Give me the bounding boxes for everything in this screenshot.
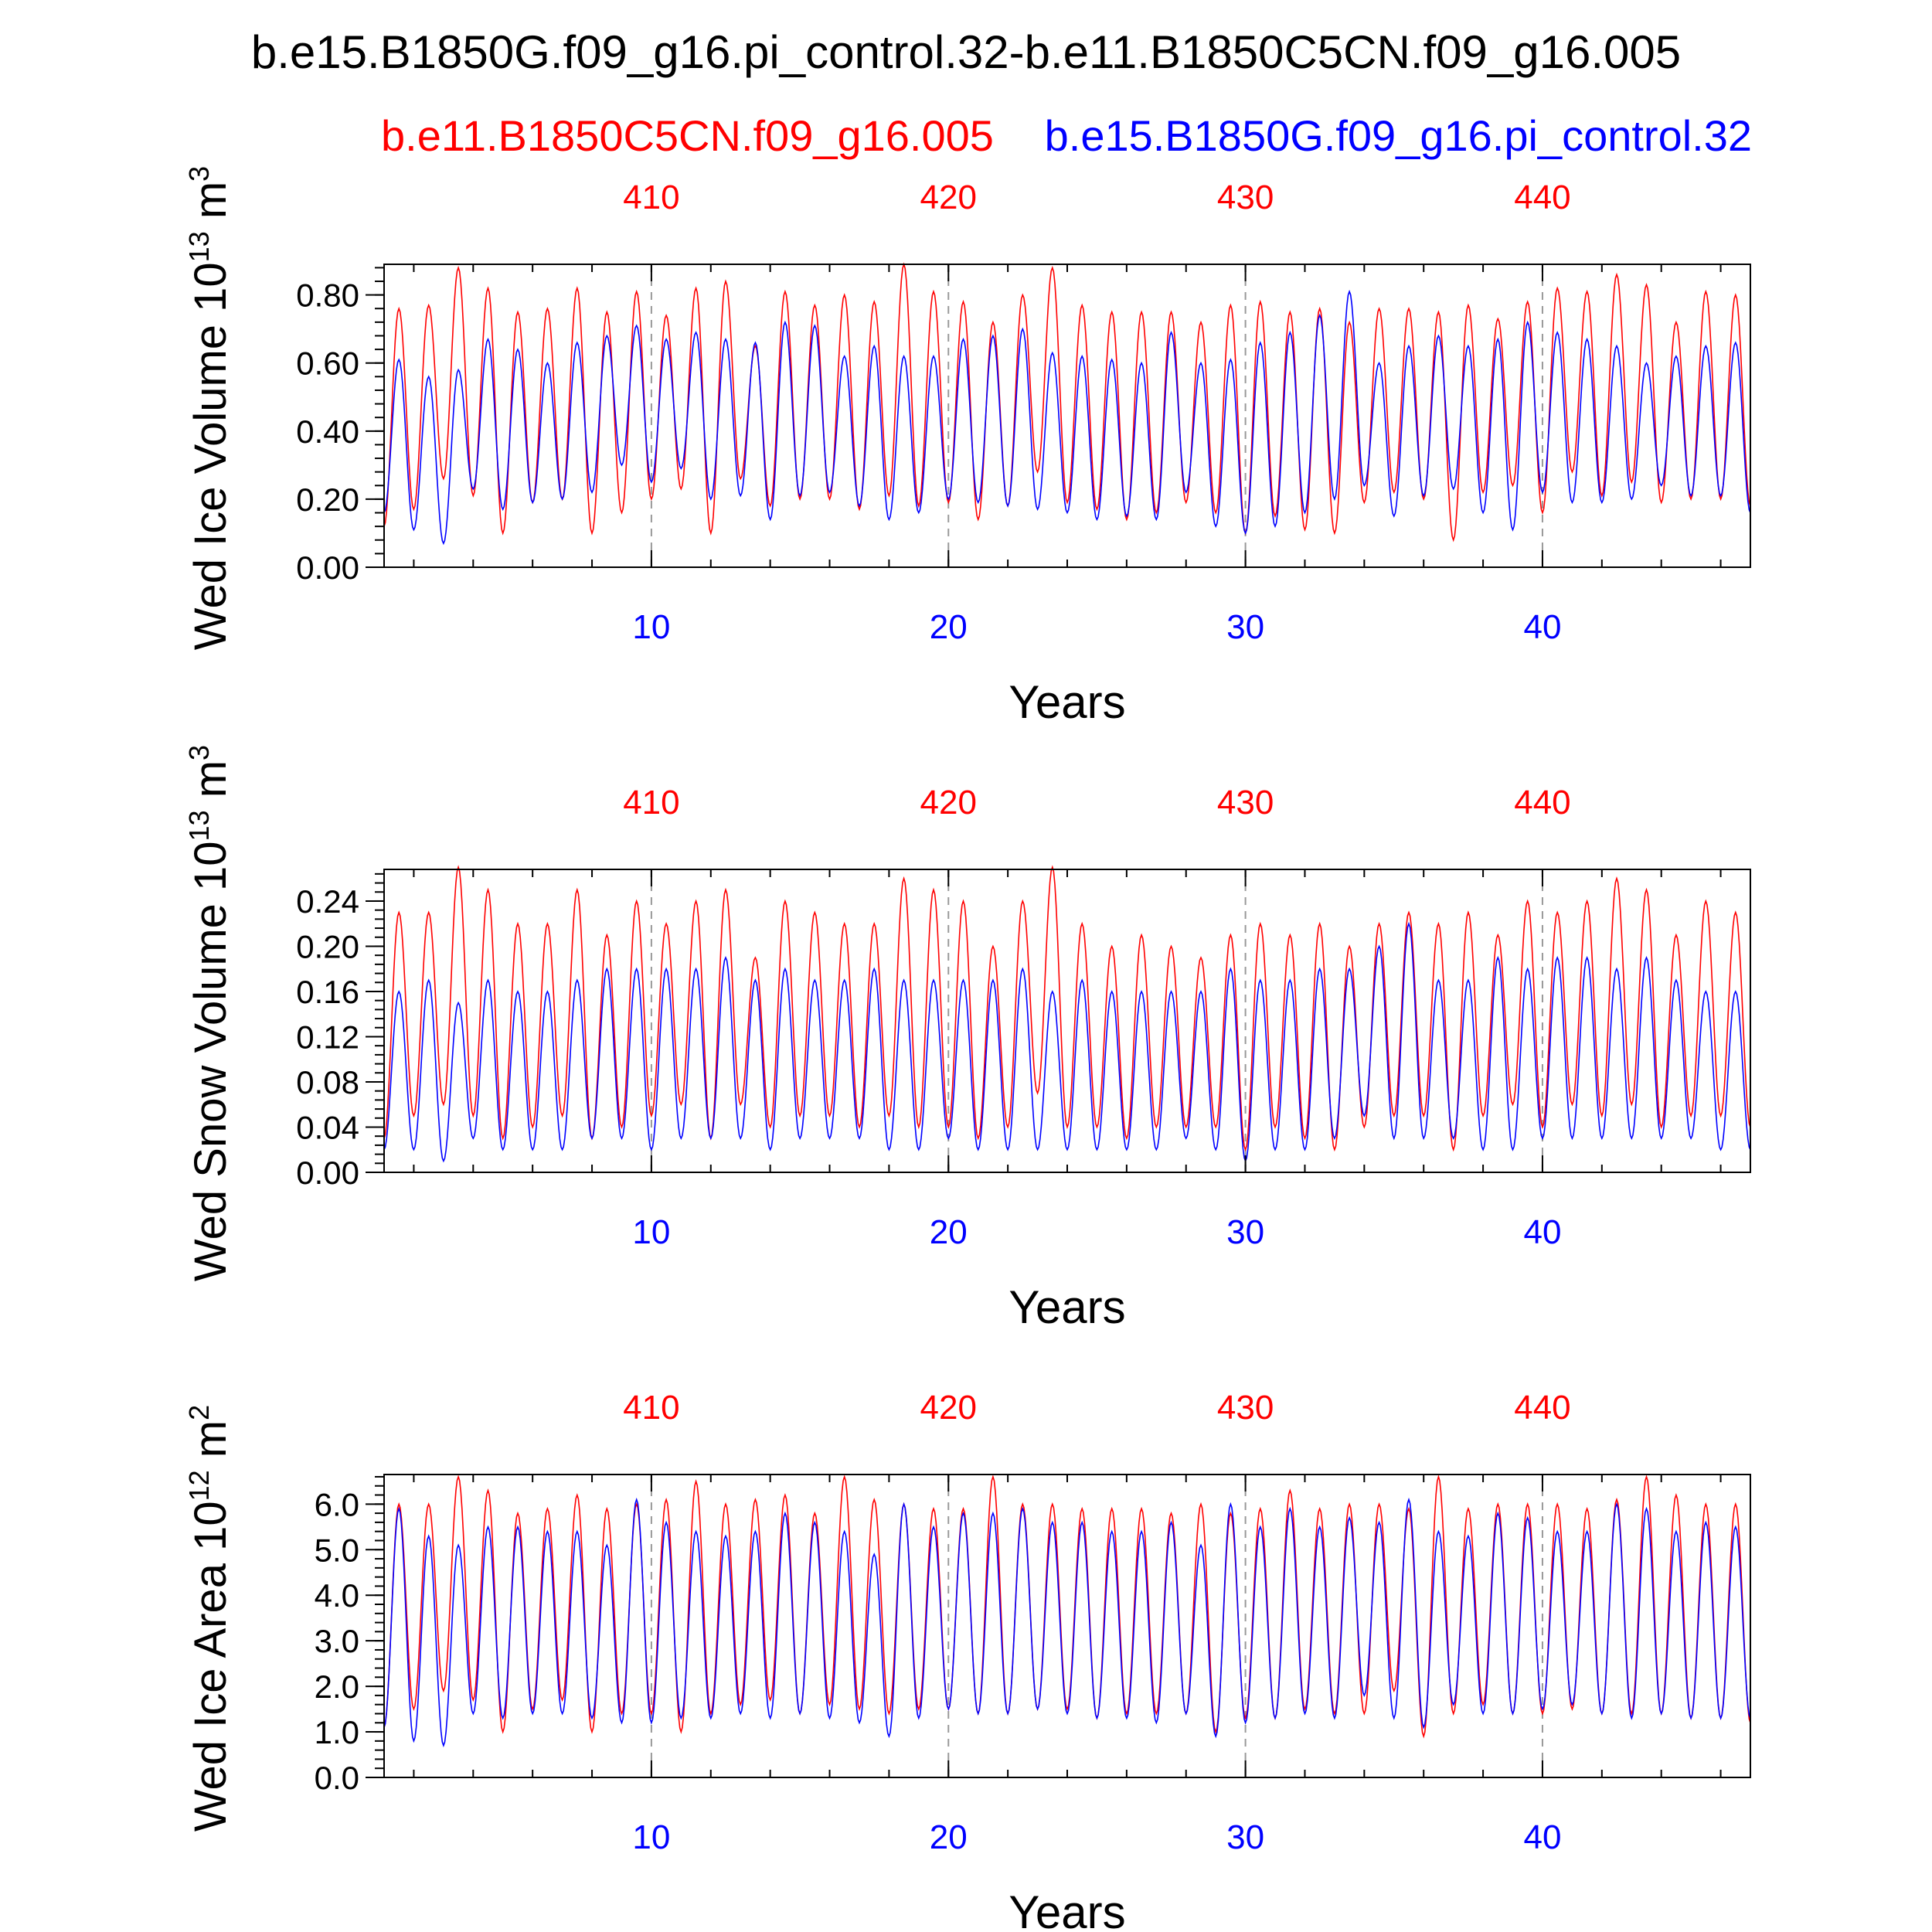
legend-red-label: b.e11.B1850C5CN.f09_g16.005 (381, 111, 994, 160)
x-tick-label-bottom: 10 (632, 1818, 670, 1856)
y-axis-label-exponent: 13 (183, 231, 215, 262)
y-axis-label-text: Wed Snow Volume 10 (185, 841, 236, 1281)
x-tick-label-bottom: 30 (1226, 1213, 1264, 1251)
x-tick-label-bottom: 20 (930, 1818, 968, 1856)
x-tick-label-top: 430 (1217, 1389, 1274, 1427)
x-tick-label-top: 410 (623, 179, 679, 216)
x-tick-label-bottom: 40 (1523, 608, 1561, 646)
x-tick-label-top: 440 (1514, 784, 1570, 821)
panel-ice-volume: 10 20 30 40 410 420 430 440 Years 0.00 0.20 0.40 0.6… (183, 166, 1751, 728)
x-tick-label-bottom: 40 (1523, 1818, 1561, 1856)
figure-title: b.e15.B1850G.f09_g16.pi_control.32-b.e11… (251, 26, 1681, 78)
y-axis-label: Wed Ice Area 1012 m2 (183, 1405, 236, 1832)
y-axis-label-unit: m (185, 760, 236, 810)
y-axis-label-exponent: 13 (183, 810, 215, 841)
x-tick-label-top: 430 (1217, 179, 1274, 216)
x-tick-label-top: 440 (1514, 1389, 1570, 1427)
series-line-blue (383, 921, 1751, 1163)
panels: 10 20 30 40 410 420 430 440 Years 0.00 0.20 0.40 0.6… (183, 166, 1751, 1932)
x-tick-label-top: 430 (1217, 784, 1274, 821)
y-tick-label: 3.0 (315, 1623, 359, 1659)
y-tick-label: 4.0 (315, 1577, 359, 1614)
x-tick-label-bottom: 10 (632, 1213, 670, 1251)
y-tick-label: 2.0 (315, 1668, 359, 1705)
series-line-blue (383, 289, 1751, 546)
y-axis-label-text: Wed Ice Volume 10 (185, 262, 236, 650)
x-axis-label: Years (1009, 676, 1125, 728)
y-tick-label: 0.80 (296, 277, 359, 314)
y-tick-label: 5.0 (315, 1532, 359, 1568)
y-axis-label-unit-exponent: 3 (183, 745, 215, 760)
y-tick-label: 0.16 (296, 974, 359, 1010)
x-tick-label-bottom: 20 (930, 608, 968, 646)
y-tick-label: 0.60 (296, 345, 359, 382)
panel-snow-volume: 10 20 30 40 410 420 430 440 Years 0.00 0.04 0.08 0.1… (183, 745, 1751, 1333)
y-tick-label: 6.0 (315, 1486, 359, 1522)
x-tick-label-top: 420 (920, 179, 977, 216)
y-axis-label: Wed Ice Volume 1013 m3 (183, 166, 236, 650)
y-axis-label-exponent: 12 (183, 1470, 215, 1501)
x-tick-label-top: 440 (1514, 179, 1570, 216)
x-tick-label-bottom: 10 (632, 608, 670, 646)
x-tick-label-bottom: 30 (1226, 1818, 1264, 1856)
y-tick-label: 0.00 (296, 549, 359, 586)
x-tick-label-top: 420 (920, 1389, 977, 1427)
y-axis-label-unit-exponent: 2 (183, 1405, 215, 1420)
series-line-red (383, 1475, 1751, 1739)
y-axis-label-unit: m (185, 1420, 236, 1470)
y-tick-label: 1.0 (315, 1714, 359, 1750)
y-tick-label: 0.0 (315, 1760, 359, 1796)
x-tick-label-bottom: 40 (1523, 1213, 1561, 1251)
x-tick-label-top: 410 (623, 784, 679, 821)
series-line-red (383, 865, 1751, 1152)
y-tick-label: 0.20 (296, 928, 359, 964)
y-tick-label: 0.40 (296, 413, 359, 450)
y-axis-label: Wed Snow Volume 1013 m3 (183, 745, 236, 1281)
legend-blue-label: b.e15.B1850G.f09_g16.pi_control.32 (1045, 111, 1752, 160)
y-tick-label: 0.04 (296, 1109, 359, 1145)
y-axis-label-unit-exponent: 3 (183, 166, 215, 182)
x-tick-label-top: 410 (623, 1389, 679, 1427)
x-tick-label-top: 420 (920, 784, 977, 821)
y-axis-label-text: Wed Ice Area 10 (185, 1501, 236, 1832)
y-tick-label: 0.08 (296, 1064, 359, 1100)
x-tick-label-bottom: 30 (1226, 608, 1264, 646)
x-tick-label-bottom: 20 (930, 1213, 968, 1251)
series-line-blue (383, 1497, 1751, 1748)
x-axis-label: Years (1009, 1281, 1125, 1333)
y-tick-label: 0.00 (296, 1155, 359, 1191)
y-axis-label-unit: m (185, 182, 236, 231)
y-tick-label: 0.24 (296, 883, 359, 920)
y-tick-label: 0.20 (296, 481, 359, 518)
x-axis-label: Years (1009, 1886, 1125, 1932)
y-tick-label: 0.12 (296, 1019, 359, 1055)
panel-ice-area: 10 20 30 40 410 420 430 440 Years 0.0 1.0 2.0 3.0 4.0… (183, 1389, 1751, 1932)
